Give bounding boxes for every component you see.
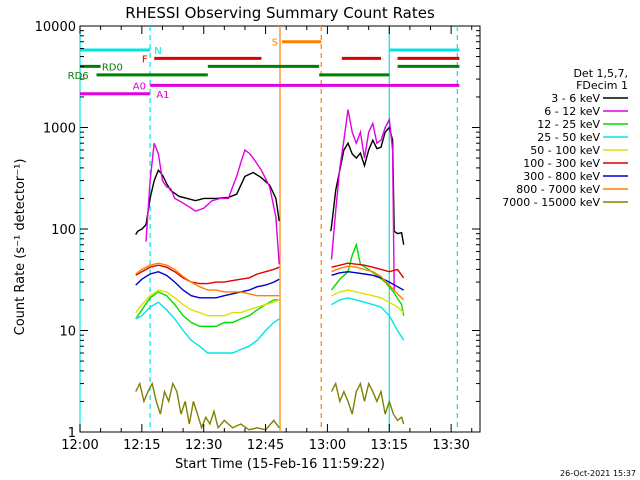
annotation-bars: N S F RD0 RD6 A0 A1 bbox=[68, 38, 460, 101]
legend-header-1: FDecim 1 bbox=[576, 79, 628, 92]
x-tick-label-0: 12:00 bbox=[61, 438, 98, 453]
series-line-2 bbox=[135, 242, 405, 327]
x-tick-label-1: 12:15 bbox=[123, 438, 160, 453]
series-line-6 bbox=[135, 270, 405, 299]
x-tick-label-4: 13:00 bbox=[309, 438, 346, 453]
annotation-label-f: F bbox=[142, 54, 148, 65]
x-tick-label-6: 13:30 bbox=[432, 438, 469, 453]
legend-label-0: 3 - 6 keV bbox=[551, 92, 600, 105]
series-line-1 bbox=[145, 109, 395, 291]
chart-title: RHESSI Observing Summary Count Rates bbox=[125, 4, 435, 22]
x-tick-label-2: 12:30 bbox=[185, 438, 222, 453]
legend-label-1: 6 - 12 keV bbox=[544, 105, 600, 118]
legend-label-8: 7000 - 15000 keV bbox=[502, 196, 600, 209]
legend-label-5: 100 - 300 keV bbox=[523, 157, 600, 170]
legend-header-0: Det 1,5,7, bbox=[573, 67, 628, 80]
annotation-label-a1: A1 bbox=[156, 90, 169, 101]
legend-label-7: 800 - 7000 keV bbox=[516, 183, 600, 196]
legend-label-3: 25 - 50 keV bbox=[537, 131, 600, 144]
y-tick-label-0: 1 bbox=[68, 426, 76, 441]
y-tick-label-1: 10 bbox=[59, 325, 76, 340]
legend-label-6: 300 - 800 keV bbox=[523, 170, 600, 183]
series-line-7 bbox=[135, 262, 405, 301]
x-tick-label-5: 13:15 bbox=[371, 438, 408, 453]
annotation-label-s: S bbox=[272, 38, 278, 49]
annotation-label-n: N bbox=[154, 46, 161, 57]
series-line-5 bbox=[135, 262, 405, 285]
legend-label-4: 50 - 100 keV bbox=[530, 144, 600, 157]
y-axis-label: Count Rate (s⁻¹ detector⁻¹) bbox=[13, 159, 28, 336]
y-tick-label-4: 10000 bbox=[35, 20, 76, 35]
annotation-label-rd0: RD0 bbox=[102, 62, 123, 73]
series-line-4 bbox=[135, 289, 405, 317]
series-line-8 bbox=[135, 381, 405, 431]
legend-label-2: 12 - 25 keV bbox=[537, 118, 600, 131]
data-series bbox=[135, 109, 405, 431]
annotation-label-rd6: RD6 bbox=[68, 71, 89, 82]
axis-ticks: 12:00 12:15 12:30 12:45 13:00 13:15 13:30 1 10 10… bbox=[35, 20, 480, 453]
y-tick-label-3: 1000 bbox=[43, 122, 76, 137]
footer-date: 26-Oct-2021 15:37 bbox=[560, 469, 636, 478]
series-line-3 bbox=[135, 297, 405, 354]
x-axis-label: Start Time (15-Feb-16 11:59:22) bbox=[175, 457, 385, 472]
annotation-label-a0: A0 bbox=[133, 81, 146, 92]
y-tick-label-2: 100 bbox=[51, 223, 76, 238]
x-tick-label-3: 12:45 bbox=[247, 438, 284, 453]
